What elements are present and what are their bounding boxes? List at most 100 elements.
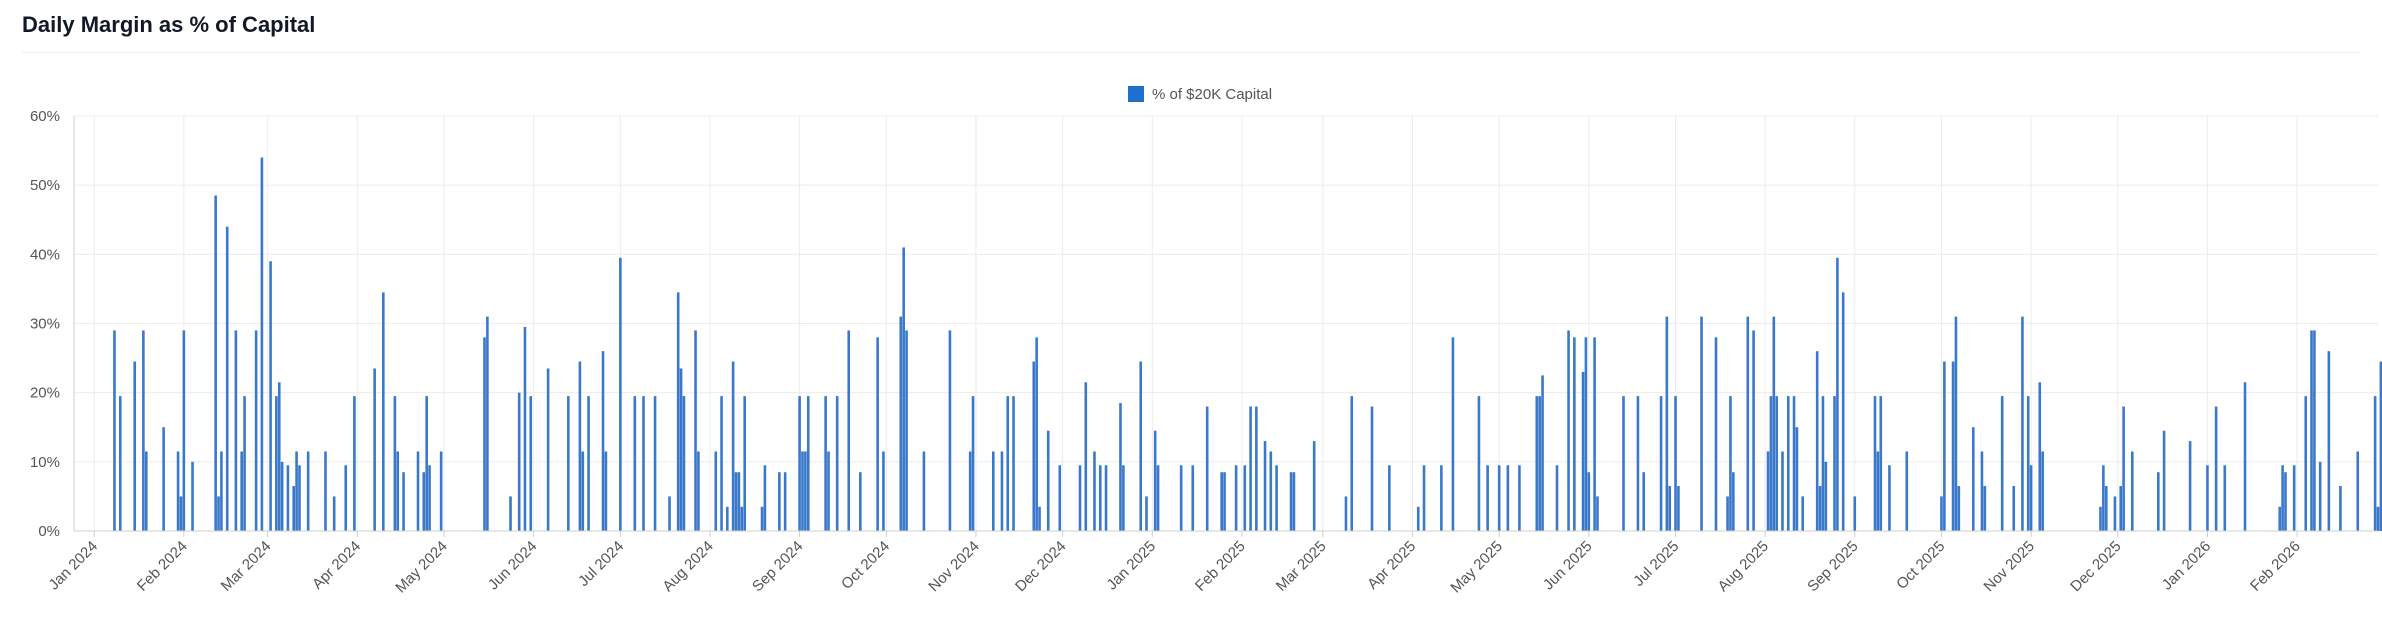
bar[interactable]: [1581, 371, 1585, 531]
bar[interactable]: [254, 330, 258, 531]
bar[interactable]: [1674, 396, 1677, 532]
bar[interactable]: [306, 451, 310, 531]
bar[interactable]: [1954, 316, 1958, 531]
bar[interactable]: [2188, 441, 2192, 531]
bar[interactable]: [1312, 441, 1316, 531]
bar[interactable]: [217, 496, 220, 531]
bar[interactable]: [1593, 337, 1596, 531]
bar[interactable]: [2281, 465, 2284, 531]
bar[interactable]: [1000, 451, 1004, 531]
bar[interactable]: [1596, 496, 1599, 531]
bar[interactable]: [2223, 465, 2227, 531]
bar[interactable]: [1665, 316, 1669, 531]
bar[interactable]: [2327, 351, 2331, 531]
bar[interactable]: [1006, 396, 1010, 532]
bar[interactable]: [162, 427, 165, 531]
bar[interactable]: [144, 451, 148, 531]
bar[interactable]: [804, 451, 807, 531]
bar[interactable]: [240, 451, 243, 531]
bar[interactable]: [1234, 465, 1238, 531]
bar[interactable]: [1587, 472, 1591, 531]
bar[interactable]: [1584, 337, 1588, 531]
bar[interactable]: [1951, 361, 1955, 531]
bar[interactable]: [234, 330, 238, 531]
bar[interactable]: [798, 396, 801, 532]
bar[interactable]: [1179, 465, 1183, 531]
bar[interactable]: [694, 330, 697, 531]
bar[interactable]: [277, 382, 281, 531]
bar[interactable]: [1943, 361, 1946, 531]
bar[interactable]: [182, 330, 186, 531]
bar[interactable]: [760, 506, 764, 531]
bar[interactable]: [847, 330, 851, 531]
bar[interactable]: [260, 157, 264, 532]
bar[interactable]: [1145, 496, 1148, 531]
bar[interactable]: [682, 396, 686, 532]
bar[interactable]: [740, 506, 744, 531]
bar[interactable]: [1249, 406, 1252, 532]
bar[interactable]: [2029, 465, 2033, 531]
bar[interactable]: [1497, 465, 1501, 531]
bar[interactable]: [292, 486, 295, 531]
bar[interactable]: [1292, 472, 1296, 531]
bar[interactable]: [1486, 465, 1489, 531]
bar[interactable]: [1622, 396, 1625, 532]
bar[interactable]: [1350, 396, 1354, 532]
bar[interactable]: [1220, 472, 1223, 531]
bar[interactable]: [1440, 465, 1443, 531]
bar[interactable]: [529, 396, 533, 532]
bar[interactable]: [2292, 465, 2296, 531]
bar[interactable]: [1940, 496, 1943, 531]
bar[interactable]: [778, 472, 781, 531]
bar[interactable]: [2130, 451, 2134, 531]
bar[interactable]: [1370, 406, 1374, 532]
bar[interactable]: [1555, 465, 1559, 531]
bar[interactable]: [2000, 396, 2004, 532]
bar[interactable]: [2243, 382, 2247, 531]
bar[interactable]: [1541, 375, 1544, 532]
bar[interactable]: [1818, 486, 1822, 531]
bar[interactable]: [393, 396, 397, 532]
bar[interactable]: [876, 337, 879, 531]
bar[interactable]: [1786, 396, 1790, 532]
bar[interactable]: [2278, 506, 2282, 531]
bar[interactable]: [619, 257, 622, 531]
bar[interactable]: [1775, 396, 1779, 532]
bar[interactable]: [416, 451, 420, 531]
bar[interactable]: [601, 351, 605, 531]
bar[interactable]: [298, 465, 301, 531]
bar[interactable]: [1642, 472, 1646, 531]
bar[interactable]: [731, 361, 735, 531]
bar[interactable]: [581, 451, 585, 531]
bar[interactable]: [743, 396, 746, 532]
bar[interactable]: [1726, 496, 1729, 531]
bar[interactable]: [1853, 496, 1857, 531]
bar[interactable]: [373, 368, 376, 531]
bar[interactable]: [587, 396, 590, 532]
bar[interactable]: [2339, 486, 2342, 531]
bar[interactable]: [2157, 472, 2160, 531]
bar[interactable]: [720, 396, 723, 532]
bar[interactable]: [2122, 406, 2125, 532]
bar[interactable]: [1139, 361, 1143, 531]
bar[interactable]: [1038, 506, 1041, 531]
bar[interactable]: [642, 396, 645, 532]
bar[interactable]: [2313, 330, 2316, 531]
bar[interactable]: [1659, 396, 1663, 532]
bar[interactable]: [2379, 361, 2382, 531]
bar[interactable]: [1677, 486, 1680, 531]
bar[interactable]: [827, 451, 830, 531]
bar[interactable]: [2310, 330, 2313, 531]
bar[interactable]: [1957, 486, 1961, 531]
bar[interactable]: [737, 472, 741, 531]
bar[interactable]: [1873, 396, 1877, 532]
bar[interactable]: [604, 451, 608, 531]
bar[interactable]: [523, 326, 527, 531]
bar[interactable]: [425, 396, 428, 532]
bar[interactable]: [1223, 472, 1226, 531]
bar[interactable]: [133, 361, 137, 531]
bar[interactable]: [1821, 396, 1825, 532]
bar[interactable]: [176, 451, 180, 531]
bar[interactable]: [679, 368, 683, 531]
bar[interactable]: [2376, 506, 2380, 531]
